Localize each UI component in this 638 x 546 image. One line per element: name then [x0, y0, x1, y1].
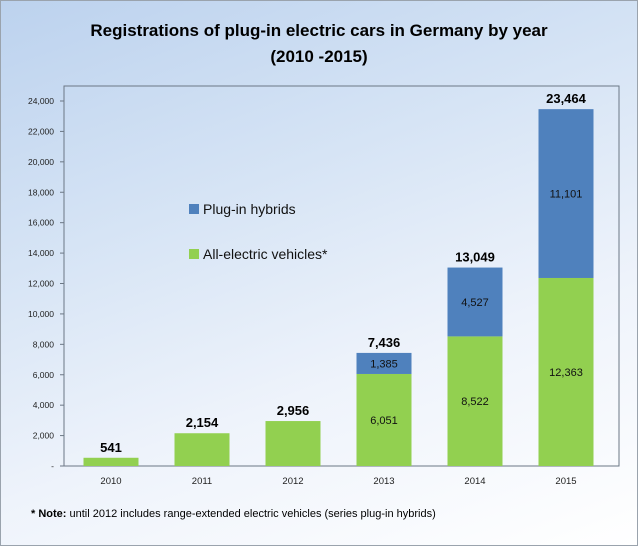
- y-tick-label: 24,000: [28, 96, 54, 106]
- data-label: 6,051: [370, 415, 398, 427]
- y-tick-label: 8,000: [33, 339, 55, 349]
- legend-swatch: [189, 204, 199, 214]
- legend-label: Plug-in hybrids: [203, 201, 296, 217]
- y-tick-label: 2,000: [33, 431, 55, 441]
- bar-all-electric: [447, 336, 503, 466]
- x-tick-label: 2010: [100, 476, 121, 487]
- x-tick-label: 2012: [282, 476, 303, 487]
- bar-all-electric: [265, 421, 321, 466]
- bar-all-electric: [538, 277, 594, 466]
- bar-plug-in-hybrid: [356, 352, 412, 374]
- bar-all-electric: [83, 457, 139, 466]
- footnote: * Note: until 2012 includes range-extend…: [31, 508, 436, 520]
- data-label: 4,527: [461, 297, 489, 309]
- y-tick-label: 12,000: [28, 279, 54, 289]
- footnote-marker: * Note:: [31, 508, 67, 520]
- total-label: 7,436: [368, 335, 401, 350]
- data-label: 8,522: [461, 396, 489, 408]
- x-tick-label: 2013: [373, 476, 394, 487]
- total-label: 541: [100, 440, 122, 455]
- plot-area-border: [63, 85, 620, 467]
- total-label: 23,464: [546, 91, 587, 106]
- y-tick-label: 18,000: [28, 187, 54, 197]
- chart-subtitle: (2010 -2015): [270, 47, 368, 66]
- y-tick-label: 20,000: [28, 157, 54, 167]
- legend-swatch: [189, 249, 199, 259]
- y-tick-label: 4,000: [33, 400, 55, 410]
- data-label: 11,101: [550, 189, 583, 201]
- y-tick-label: 16,000: [28, 218, 54, 228]
- total-label: 2,956: [277, 403, 310, 418]
- data-label: 12,363: [549, 367, 583, 379]
- y-tick-label: 22,000: [28, 126, 54, 136]
- y-tick-label: 10,000: [28, 309, 54, 319]
- total-label: 13,049: [455, 250, 495, 265]
- footnote-text: until 2012 includes range-extended elect…: [66, 508, 436, 520]
- chart-title: Registrations of plug-in electric cars i…: [90, 21, 548, 40]
- x-tick-label: 2011: [192, 476, 212, 487]
- x-tick-label: 2015: [555, 476, 576, 487]
- total-label: 2,154: [186, 415, 219, 430]
- y-tick-label: -: [51, 461, 54, 471]
- y-tick-label: 6,000: [33, 370, 55, 380]
- bar-all-electric: [174, 433, 230, 466]
- bar-all-electric: [356, 373, 412, 466]
- bar-plug-in-hybrid: [447, 267, 503, 337]
- x-tick-label: 2014: [464, 476, 485, 487]
- y-tick-label: 14,000: [28, 248, 54, 258]
- bar-plug-in-hybrid: [538, 109, 594, 278]
- data-label: 1,385: [370, 358, 398, 370]
- legend-label: All-electric vehicles*: [203, 246, 328, 262]
